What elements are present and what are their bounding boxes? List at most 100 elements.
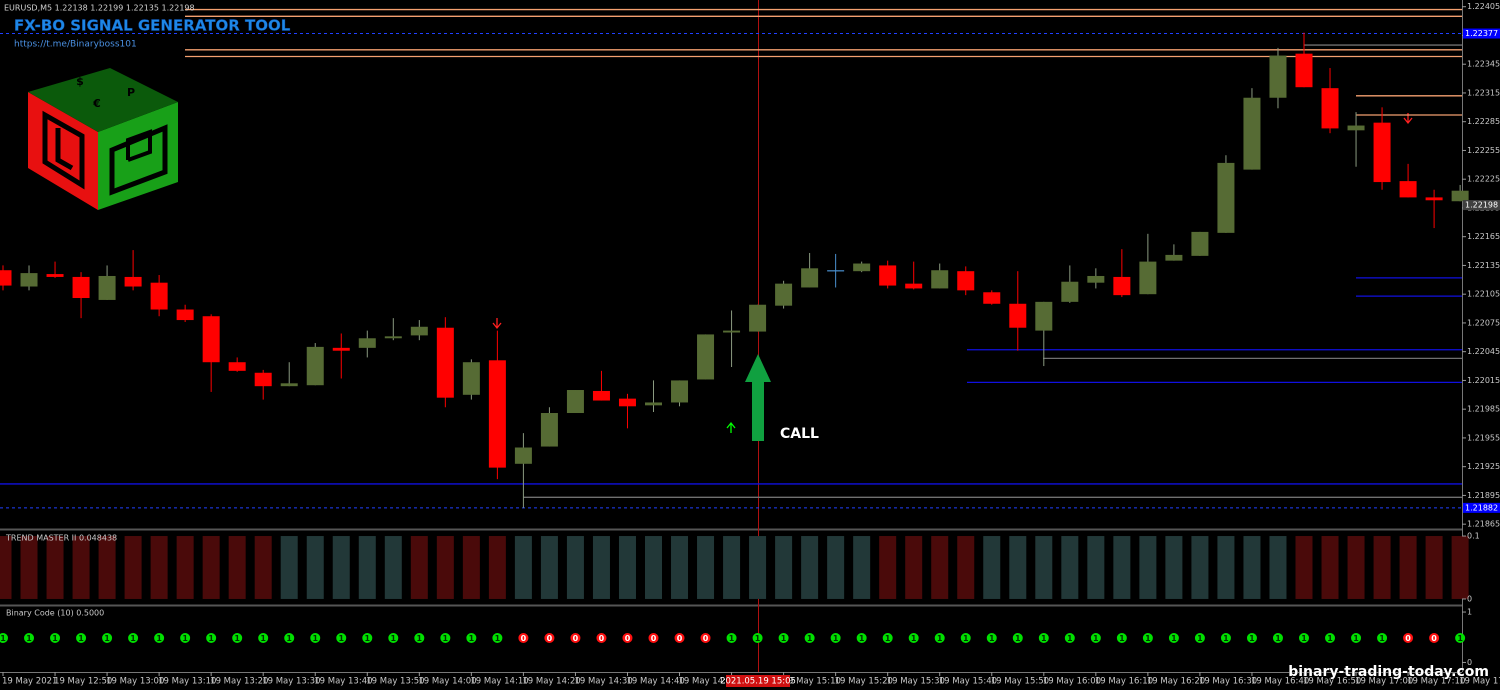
histogram-bar: [723, 536, 741, 599]
signal-dot-label: 1: [1197, 634, 1203, 643]
histogram-bar: [827, 536, 845, 599]
candle-body: [98, 275, 116, 300]
histogram-bar: [254, 536, 272, 599]
histogram-bar: [358, 536, 376, 599]
signal-dot: [1272, 633, 1283, 643]
signal-dot-label: 1: [1041, 634, 1047, 643]
histogram-bar: [1347, 536, 1365, 599]
signal-dot: [778, 633, 789, 643]
crosshair-label: 2021.05.19 15:05: [720, 677, 796, 687]
histogram-bar: [436, 536, 454, 599]
histogram-bar: [1087, 536, 1105, 599]
signal-dot: [24, 633, 35, 643]
x-tick-label: 19 May 14:10: [470, 677, 528, 687]
histogram-bar: [0, 536, 12, 599]
signal-dot-label: 0: [677, 634, 683, 643]
signal-dot: [1455, 633, 1466, 643]
histogram-bar: [124, 536, 142, 599]
down-arrow: [492, 318, 502, 330]
signal-dot: [284, 633, 295, 643]
histogram-bar: [957, 536, 975, 599]
signal-label: CALL: [780, 426, 819, 442]
signal-dot: [76, 633, 87, 643]
candle-body: [775, 283, 793, 306]
signal-dot-label: 0: [703, 634, 709, 643]
y-tick-label: 1.22255: [1467, 146, 1500, 155]
candle-body: [202, 316, 220, 363]
histogram-bar: [1425, 536, 1443, 599]
signal-dot: [934, 633, 945, 643]
signal-dot-label: 1: [755, 634, 761, 643]
price-box-label: 1.21882: [1465, 503, 1498, 512]
histogram-bar: [1035, 536, 1053, 599]
signal-dot: [726, 633, 737, 643]
signal-dot-label: 0: [625, 634, 631, 643]
candle-body: [410, 326, 428, 336]
histogram-bar: [1139, 536, 1157, 599]
logo: [28, 68, 178, 210]
candle-body: [827, 270, 845, 272]
signal-dot-label: 0: [573, 634, 579, 643]
histogram-bar: [1113, 536, 1131, 599]
histogram-bar: [1009, 536, 1027, 599]
signal-dot-label: 1: [1301, 634, 1307, 643]
candle-body: [592, 390, 610, 401]
x-tick-label: 19 May 13:00: [106, 677, 164, 687]
price-box: [1463, 502, 1500, 513]
logo-mark: [55, 128, 74, 171]
signal-dot: [362, 633, 373, 643]
candle-body: [1347, 125, 1365, 131]
call-arrow: [745, 354, 771, 441]
candle-body: [176, 309, 194, 321]
signal-dot: [258, 633, 269, 643]
candle-body: [436, 327, 454, 398]
candle-body: [697, 334, 715, 380]
signal-dot-label: 0: [1431, 634, 1437, 643]
y-tick-label: 1.22345: [1467, 60, 1500, 69]
y-tick-label: 1.22285: [1467, 117, 1500, 126]
price-box: [1463, 28, 1500, 39]
histogram-bar: [72, 536, 90, 599]
y-tick-label: 0: [1467, 658, 1472, 667]
signal-dot: [804, 633, 815, 643]
histogram-bar: [983, 536, 1001, 599]
signal-dot: [1429, 633, 1440, 643]
x-tick-label: 19 May 17:20: [1459, 677, 1500, 687]
signal-dot: [1351, 633, 1362, 643]
histogram-bar: [46, 536, 64, 599]
plot: 1 1 1 1 1 1 1 1 1 1 1 1 1 1 1 1 1 1 1 1 0 0 0 0 0 0 0 0 1 1 1 1 1 1 1 1 1 1 1 1…: [0, 32, 1469, 643]
signal-dot-label: 1: [52, 634, 58, 643]
x-tick-label: 19 May 17:10: [1407, 677, 1465, 687]
y-tick-label: 0.1: [1467, 532, 1480, 541]
candle-body: [540, 413, 558, 447]
candle-body: [1035, 301, 1053, 331]
candle-body: [723, 330, 741, 333]
signal-dot-label: 1: [1275, 634, 1281, 643]
x-tick-label: 19 May 14:30: [574, 677, 632, 687]
candle-body: [72, 276, 90, 299]
candle-body: [462, 362, 480, 395]
y-tick-label: 1.22165: [1467, 232, 1500, 241]
signal-dot-label: 1: [338, 634, 344, 643]
x-tick-label: 19 May 12:50: [54, 677, 112, 687]
candle-body: [1243, 97, 1261, 170]
histogram-bar: [1269, 536, 1287, 599]
x-tick-label: 19 May 14:40: [626, 677, 684, 687]
signal-dot-label: 1: [859, 634, 865, 643]
histogram-bar: [1399, 536, 1417, 599]
signal-dot-label: 1: [26, 634, 32, 643]
candle-body: [1451, 190, 1469, 202]
histogram-bar: [1243, 536, 1261, 599]
y-tick-label: 1.22105: [1467, 290, 1500, 299]
signal-dot-label: 1: [1015, 634, 1021, 643]
signal-dot-label: 1: [1249, 634, 1255, 643]
signal-dot: [570, 633, 581, 643]
x-tick-label: 19 May 14:20: [522, 677, 580, 687]
histogram-bar: [332, 536, 350, 599]
signal-dot-label: 1: [1119, 634, 1125, 643]
logo-coin-text: P: [127, 86, 135, 99]
signal-dot: [1403, 633, 1414, 643]
histogram-bar: [176, 536, 194, 599]
signal-dot: [986, 633, 997, 643]
signal-dot-label: 0: [547, 634, 553, 643]
